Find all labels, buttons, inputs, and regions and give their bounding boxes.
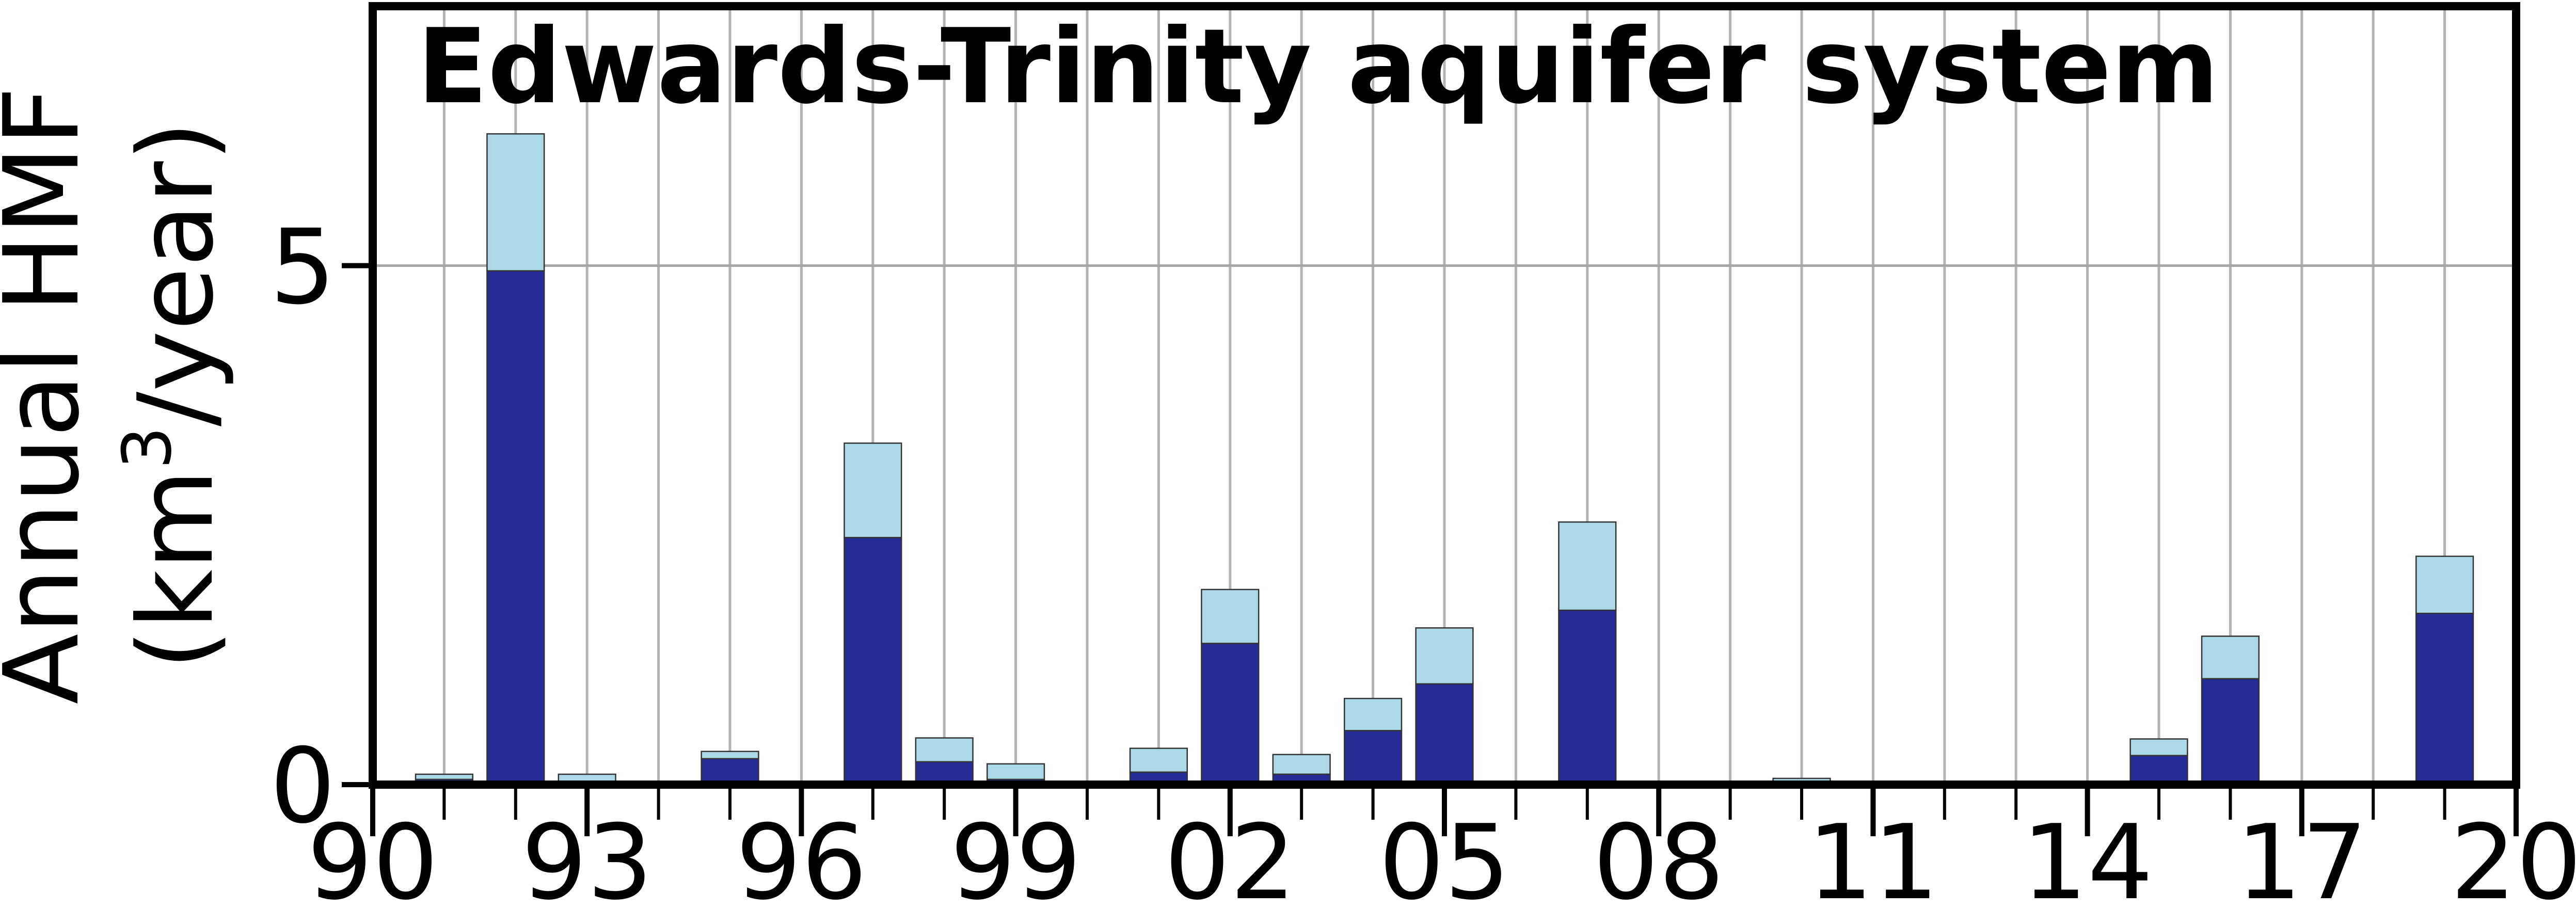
bar-segment-dark <box>844 537 902 786</box>
bar-segment-dark <box>2201 678 2260 786</box>
y-axis-label-line1: Annual HMF <box>0 87 102 705</box>
bar-segment-dark <box>2415 612 2474 786</box>
bar-segment-light <box>1201 588 1260 644</box>
y-axis-label-unit-post: /year) <box>116 121 236 427</box>
x-tick-label: 14 <box>2022 803 2153 923</box>
bar-segment-light <box>1558 521 1617 611</box>
x-tick-label: 08 <box>1593 803 1725 923</box>
x-tick-label: 20 <box>2451 803 2576 923</box>
y-tick-label: 0 <box>270 726 336 847</box>
bar-segment-light <box>701 751 759 759</box>
bar-segment-dark <box>1558 609 1617 786</box>
y-axis-label-unit-pre: (km <box>116 469 236 670</box>
bar-segment-light <box>915 737 974 763</box>
bar-segment-light <box>1343 697 1403 731</box>
bar-segment-light <box>844 442 902 538</box>
bar-segment-light <box>2415 555 2474 614</box>
x-tick-label: 90 <box>307 803 439 923</box>
bar-segment-dark <box>1415 683 1474 786</box>
y-tick-label: 5 <box>270 208 336 328</box>
bar-segment-light <box>486 133 545 272</box>
bar-segment-dark <box>2129 755 2188 786</box>
x-tick-label: 96 <box>736 803 867 923</box>
bar-segment-dark <box>1201 643 1260 786</box>
bar-segment-light <box>1129 747 1188 773</box>
x-tick-label: 93 <box>521 803 653 923</box>
bar-segment-light <box>415 773 474 780</box>
y-axis-label-unit-superscript: 3 <box>108 426 186 469</box>
x-tick-label: 05 <box>1379 803 1510 923</box>
chart-title: Edwards-Trinity aquifer system <box>417 7 2219 127</box>
y-axis-label-line2: (km3/year) <box>108 121 236 670</box>
bar-segment-dark <box>486 270 545 786</box>
x-tick-label: 99 <box>950 803 1082 923</box>
bar-segment-light <box>2129 738 2188 756</box>
bar-segment-light <box>1415 627 1474 685</box>
x-tick-label: 17 <box>2236 803 2368 923</box>
bar-segment-light <box>2201 635 2260 680</box>
y-axis-label: Annual HMF (km3/year) <box>0 87 236 705</box>
bar-segment-light <box>986 763 1045 780</box>
x-tick-label: 02 <box>1165 803 1296 923</box>
x-tick-label: 11 <box>1807 803 1939 923</box>
bar-segment-dark <box>1343 730 1403 786</box>
bar-segment-light <box>1272 754 1331 775</box>
